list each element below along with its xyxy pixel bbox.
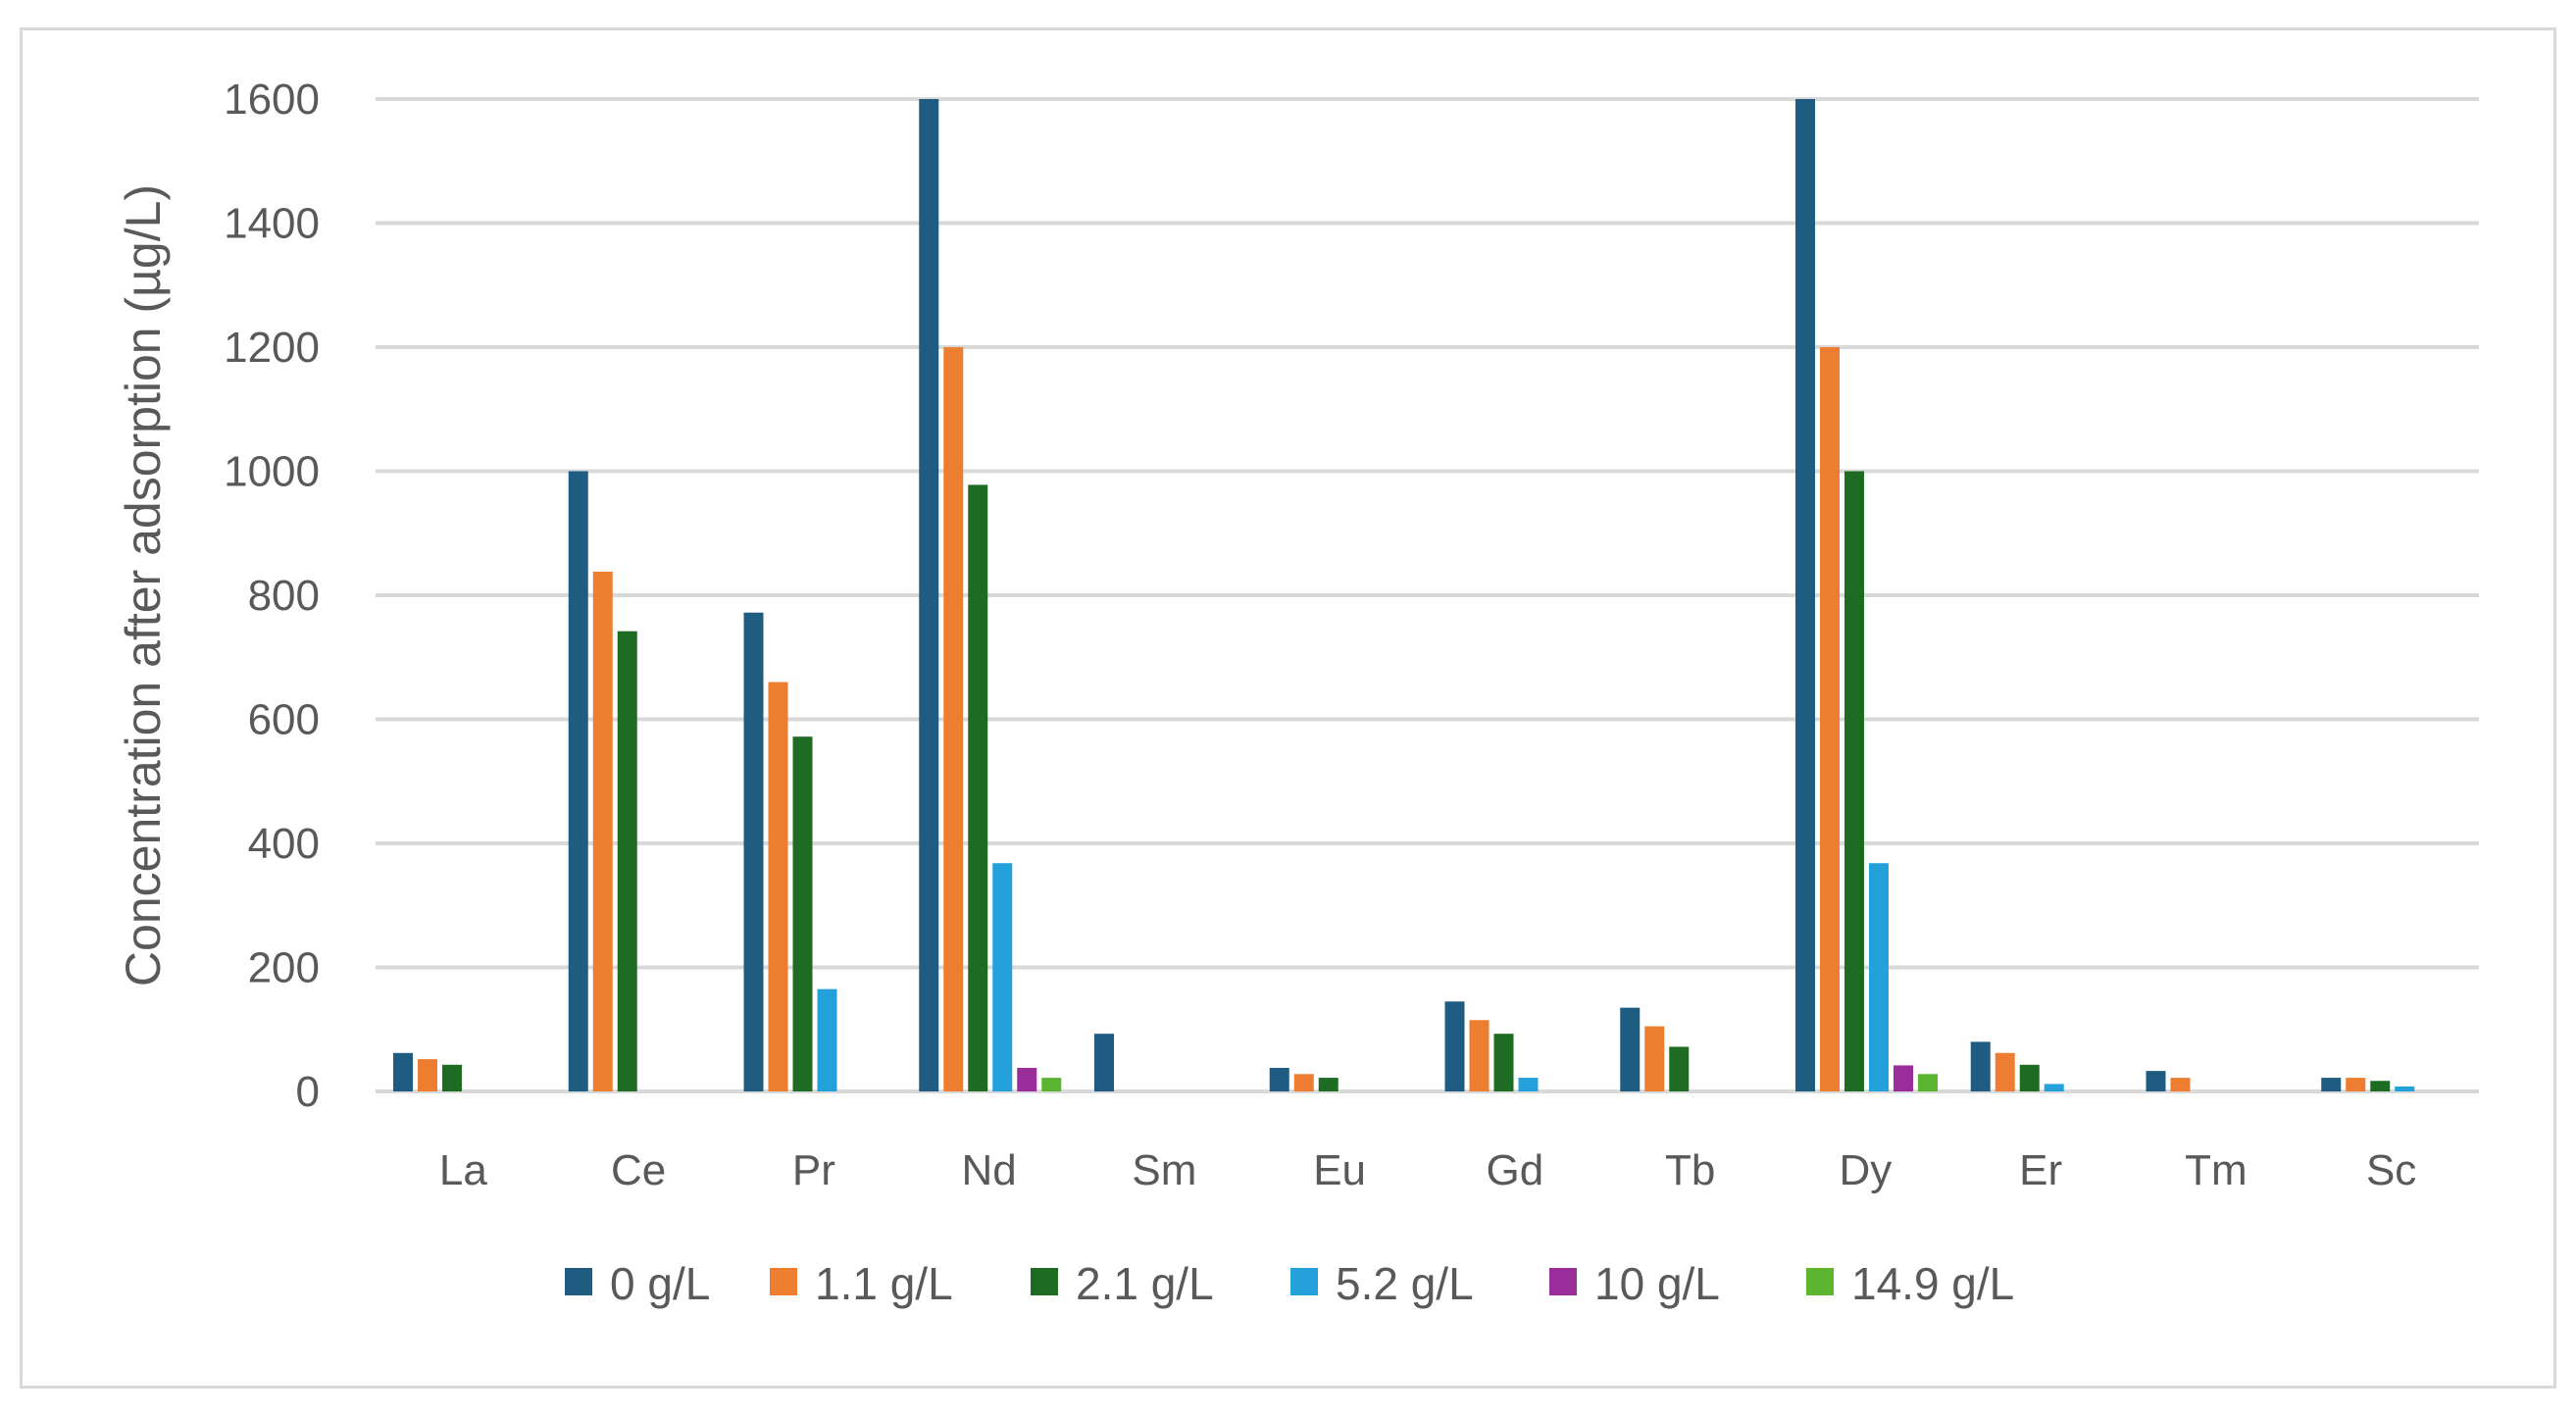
bar-Tm-0 xyxy=(2146,1071,2166,1091)
y-tick-label: 600 xyxy=(248,696,320,744)
bar-Tb-2 xyxy=(1669,1046,1690,1091)
bar-Sc-0 xyxy=(2321,1078,2342,1091)
y-tick-label: 1000 xyxy=(224,448,320,496)
bars xyxy=(393,99,2415,1091)
x-tick-label: Sm xyxy=(1132,1146,1196,1194)
x-tick-label: Tb xyxy=(1665,1146,1715,1194)
bar-Pr-2 xyxy=(792,736,813,1091)
bar-Dy-0 xyxy=(1795,99,1815,1091)
y-tick-label: 800 xyxy=(248,572,320,620)
bar-Nd-0 xyxy=(919,99,939,1091)
bar-Ce-0 xyxy=(568,471,588,1091)
bar-Er-1 xyxy=(1995,1052,2015,1091)
bar-Nd-5 xyxy=(1041,1078,1062,1091)
x-tick-label: Pr xyxy=(792,1146,835,1194)
bar-Sc-3 xyxy=(2395,1086,2415,1091)
bar-Sc-2 xyxy=(2370,1081,2391,1091)
bar-Tm-1 xyxy=(2170,1078,2191,1091)
bar-Nd-1 xyxy=(943,347,964,1091)
bar-La-0 xyxy=(393,1052,413,1091)
bar-Gd-1 xyxy=(1469,1020,1490,1091)
legend-label: 10 g/L xyxy=(1594,1258,1720,1309)
y-tick-label: 0 xyxy=(296,1068,320,1116)
y-tick-label: 200 xyxy=(248,944,320,992)
legend-label: 1.1 g/L xyxy=(815,1258,953,1309)
bar-Eu-1 xyxy=(1293,1074,1314,1091)
bar-Er-2 xyxy=(2019,1064,2040,1091)
y-tick-label: 1200 xyxy=(224,324,320,372)
bar-Dy-4 xyxy=(1894,1065,1913,1091)
legend-label: 14.9 g/L xyxy=(1851,1258,2014,1309)
legend-swatch xyxy=(1031,1268,1058,1295)
legend-swatch xyxy=(770,1268,797,1295)
bar-Ce-2 xyxy=(617,631,637,1091)
chart-frame xyxy=(20,27,2556,1389)
bar-Gd-3 xyxy=(1518,1078,1539,1091)
bar-Nd-4 xyxy=(1017,1067,1037,1091)
x-tick-label: La xyxy=(439,1146,487,1194)
legend-swatch xyxy=(565,1268,592,1295)
bar-Dy-3 xyxy=(1869,863,1889,1091)
x-tick-label: Ce xyxy=(611,1146,666,1194)
bar-La-1 xyxy=(418,1059,437,1091)
legend: 0 g/L 1.1 g/L 2.1 g/L 5.2 g/L 10 g/L 14.9 g/L xyxy=(565,1258,2014,1309)
y-axis-ticks: 0 200 400 600 800 1000 1200 1400 1600 xyxy=(224,76,320,1116)
bar-Gd-0 xyxy=(1444,1001,1465,1091)
bar-Nd-3 xyxy=(992,863,1013,1091)
bar-Dy-1 xyxy=(1820,347,1840,1091)
legend-swatch xyxy=(1806,1268,1834,1295)
bar-Tb-0 xyxy=(1620,1007,1641,1091)
bar-Sm-0 xyxy=(1094,1034,1114,1091)
bar-Dy-2 xyxy=(1844,471,1864,1091)
legend-label: 0 g/L xyxy=(610,1258,710,1309)
x-tick-label: Dy xyxy=(1839,1146,1892,1194)
bar-La-2 xyxy=(442,1064,462,1091)
gridlines xyxy=(376,97,2479,1093)
bar-Tb-1 xyxy=(1644,1026,1665,1091)
x-tick-label: Er xyxy=(2019,1146,2062,1194)
y-axis-title: Concentration after adsorption (µg/L) xyxy=(116,184,171,987)
bar-Gd-2 xyxy=(1493,1034,1514,1091)
bar-Sc-1 xyxy=(2346,1078,2366,1091)
x-tick-label: Nd xyxy=(962,1146,1017,1194)
bar-Er-3 xyxy=(2044,1084,2064,1091)
bar-Er-0 xyxy=(1970,1041,1991,1091)
x-tick-label: Sc xyxy=(2366,1146,2416,1194)
bar-Dy-5 xyxy=(1918,1074,1938,1091)
legend-swatch xyxy=(1549,1268,1577,1295)
x-tick-label: Tm xyxy=(2185,1146,2248,1194)
y-tick-label: 1400 xyxy=(224,200,320,248)
bar-Pr-1 xyxy=(768,682,788,1091)
bar-Ce-1 xyxy=(592,571,613,1091)
y-tick-label: 400 xyxy=(248,820,320,868)
x-tick-label: Gd xyxy=(1487,1146,1544,1194)
legend-label: 2.1 g/L xyxy=(1076,1258,1214,1309)
y-tick-label: 1600 xyxy=(224,76,320,124)
legend-swatch xyxy=(1290,1268,1318,1295)
bar-Eu-2 xyxy=(1318,1078,1339,1091)
x-tick-label: Eu xyxy=(1313,1146,1366,1194)
bar-Pr-3 xyxy=(817,988,837,1091)
bar-Eu-0 xyxy=(1269,1067,1289,1091)
legend-label: 5.2 g/L xyxy=(1336,1258,1474,1309)
bar-Nd-2 xyxy=(968,484,988,1091)
bar-Pr-0 xyxy=(743,612,764,1091)
x-axis-ticks: La Ce Pr Nd Sm Eu Gd Tb Dy Er Tm Sc xyxy=(439,1146,2416,1194)
